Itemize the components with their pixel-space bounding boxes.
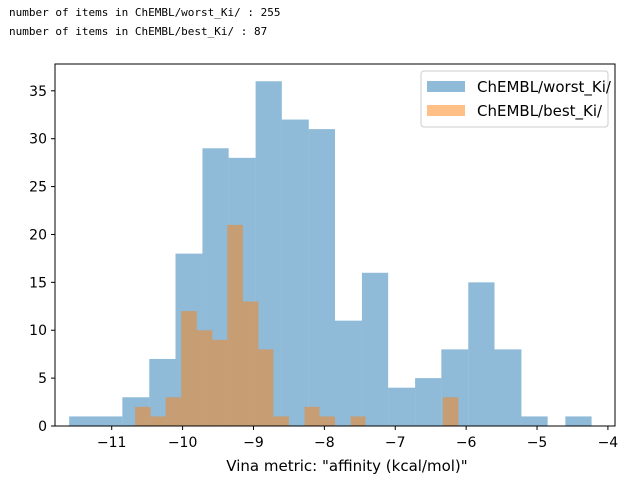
histogram-bar — [196, 330, 213, 426]
y-tick-label: 10 — [29, 323, 47, 339]
histogram-bar — [69, 416, 123, 426]
histogram-bar — [442, 397, 459, 426]
legend-box — [420, 70, 609, 128]
y-tick-label: 5 — [38, 371, 47, 387]
x-tick-label: −10 — [168, 435, 198, 451]
histogram-bar — [308, 129, 335, 426]
legend-swatch — [427, 105, 465, 116]
histogram-bar — [135, 406, 151, 426]
histogram-bar — [181, 311, 197, 426]
histogram-bar — [565, 416, 592, 426]
output-line-best-count: number of items in ChEMBL/best_Ki/ : 87 — [9, 25, 268, 38]
x-axis-label: Vina metric: "affinity (kcal/mol)" — [226, 457, 467, 475]
histogram-bar — [242, 301, 259, 426]
histogram-bar — [494, 349, 522, 426]
histogram-bar — [468, 282, 495, 426]
x-tick-label: −5 — [527, 435, 548, 451]
histogram-bar — [319, 416, 335, 426]
histogram-bar — [415, 378, 442, 426]
x-tick-label: −4 — [598, 435, 619, 451]
y-tick-label: 25 — [29, 180, 47, 196]
x-tick-label: −9 — [243, 435, 264, 451]
histogram-bar — [388, 387, 416, 426]
x-tick-label: −8 — [314, 435, 335, 451]
legend-label: ChEMBL/best_Ki/ — [477, 102, 603, 121]
histogram-bar — [350, 416, 366, 426]
histogram-bar — [273, 416, 289, 426]
histogram-bar — [150, 416, 166, 426]
legend-swatch — [427, 81, 465, 92]
y-tick-label: 35 — [29, 84, 47, 100]
x-tick-label: −6 — [456, 435, 477, 451]
histogram-bar — [304, 406, 320, 426]
histogram-bar — [258, 349, 274, 426]
histogram-bar — [212, 339, 228, 426]
legend-label: ChEMBL/worst_Ki/ — [477, 78, 612, 97]
y-tick-label: 15 — [29, 275, 47, 291]
console-output: number of items in ChEMBL/worst_Ki/ : 25… — [9, 3, 281, 41]
x-tick-label: −11 — [97, 435, 127, 451]
x-tick-label: −7 — [385, 435, 406, 451]
y-tick-label: 0 — [38, 419, 47, 435]
histogram-bar — [165, 397, 182, 426]
histogram-bar — [227, 224, 243, 426]
histogram-bar — [361, 272, 389, 426]
y-tick-label: 20 — [29, 227, 47, 243]
histogram-bar — [335, 320, 362, 426]
output-line-worst-count: number of items in ChEMBL/worst_Ki/ : 25… — [9, 6, 281, 19]
plot-frame — [54, 63, 616, 427]
y-tick-label: 30 — [29, 132, 47, 148]
histogram-bar — [521, 416, 548, 426]
histogram-bar — [281, 119, 309, 426]
